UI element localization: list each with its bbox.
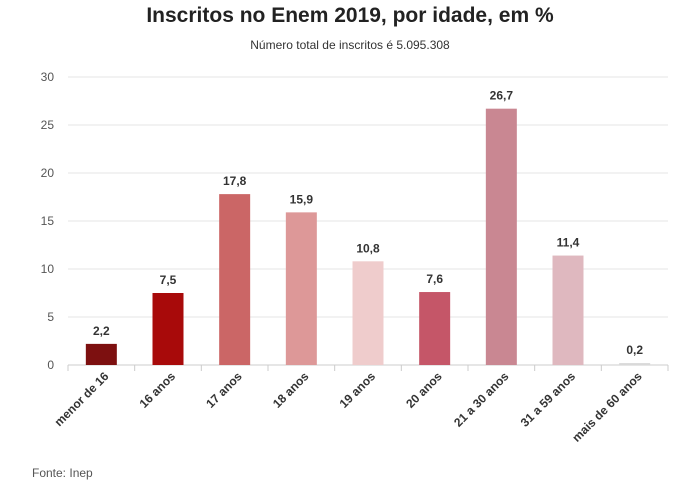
y-tick-label: 0 <box>47 358 54 372</box>
bars <box>85 108 651 366</box>
bar <box>552 255 584 365</box>
data-label: 17,8 <box>223 174 247 188</box>
x-tick-label: 19 anos <box>337 369 379 411</box>
x-tick-label: 16 anos <box>137 369 179 411</box>
x-tick-label: 18 anos <box>270 369 312 411</box>
bar <box>152 293 184 365</box>
x-tick-label: 17 anos <box>203 369 245 411</box>
data-label: 7,5 <box>160 273 177 287</box>
y-tick-label: 5 <box>47 310 54 324</box>
bar <box>619 363 651 365</box>
x-tick-label: 31 a 59 anos <box>518 369 579 430</box>
data-label: 10,8 <box>356 241 380 255</box>
data-label: 15,9 <box>290 192 314 206</box>
y-tick-label: 30 <box>41 70 55 84</box>
y-tick-label: 20 <box>41 166 55 180</box>
bar <box>85 343 117 365</box>
bar <box>285 212 317 365</box>
x-axis: menor de 16 16 anos 17 anos 18 anos 19 anos 2… <box>52 365 669 445</box>
bar <box>485 108 517 366</box>
y-tick-label: 15 <box>41 214 55 228</box>
y-tick-label: 10 <box>41 262 55 276</box>
bar <box>352 261 384 365</box>
source-note: Fonte: Inep <box>32 466 93 480</box>
data-label: 11,4 <box>557 236 580 250</box>
x-tick-label: 20 anos <box>403 369 445 411</box>
chart-subtitle: Número total de inscritos é 5.095.308 <box>250 38 450 52</box>
data-label: 0,2 <box>626 343 643 357</box>
bar <box>219 194 251 365</box>
data-labels: 2,2 7,5 17,8 15,9 10,8 7,6 26,7 11,4 0,2 <box>93 89 643 357</box>
y-axis: 0 5 10 15 20 25 30 <box>41 70 55 372</box>
x-tick-label: 21 a 30 anos <box>451 369 512 430</box>
x-tick-label: menor de 16 <box>52 369 112 429</box>
data-label: 7,6 <box>426 272 443 286</box>
data-label: 2,2 <box>93 324 110 338</box>
data-label: 26,7 <box>490 89 514 103</box>
y-tick-label: 25 <box>41 118 55 132</box>
bar <box>419 292 451 365</box>
chart-title: Inscritos no Enem 2019, por idade, em % <box>146 4 554 27</box>
x-tick-label: mais de 60 anos <box>569 369 645 445</box>
